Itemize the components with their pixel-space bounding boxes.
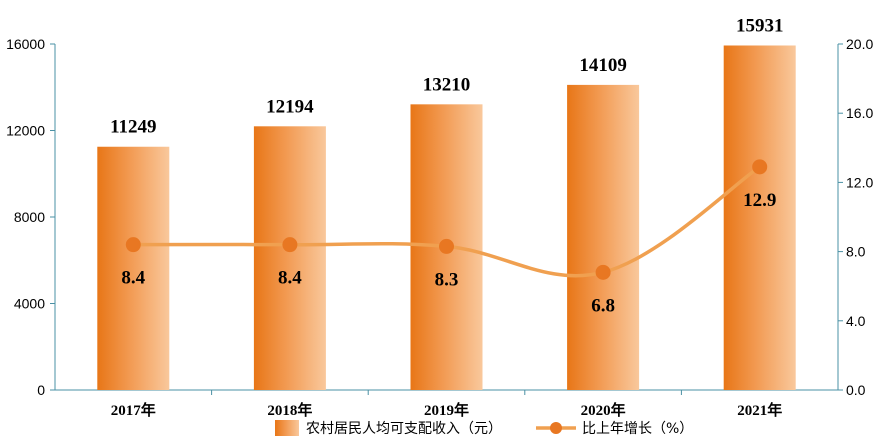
left-tick-label: 12000 [6,123,45,139]
left-tick-label: 8000 [14,209,45,225]
legend-bar-label: 农村居民人均可支配收入（元） [306,421,502,437]
growth-point [752,159,768,175]
growth-line [125,159,768,280]
right-tick-label: 16.0 [846,105,873,121]
left-tick-label: 4000 [14,296,45,312]
bar [253,126,326,390]
x-tick-label: 2018年 [267,401,312,419]
x-tick-label: 2020年 [581,401,626,419]
bar-value-label: 13210 [423,74,471,95]
legend: 农村居民人均可支配收入（元） 比上年增长（%） [275,420,693,437]
x-tick-label: 2019年 [424,401,469,419]
legend-bar-swatch [275,420,299,436]
left-tick-label: 16000 [6,36,45,52]
bar [567,84,640,390]
legend-line-marker [550,422,562,434]
bar-value-label: 12194 [266,96,314,117]
growth-point [125,237,141,253]
right-tick-label: 12.0 [846,174,873,190]
axes: 0 4000 8000 12000 16000 0.0 4.0 8.0 12.0 16.0 20.0… [6,36,873,419]
growth-point [282,237,298,253]
growth-point [595,264,611,280]
bar-value-label: 14109 [579,55,627,76]
bar [723,45,796,390]
x-tick-label: 2017年 [111,401,156,419]
growth-value-label: 8.4 [278,268,302,289]
legend-line-label: 比上年增长（%） [582,421,693,437]
right-tick-label: 20.0 [846,36,873,52]
growth-value-label: 12.9 [743,190,776,211]
left-tick-label: 0 [37,382,45,398]
growth-value-label: 8.4 [121,268,145,289]
right-tick-label: 0.0 [846,382,866,398]
bar-value-label: 15931 [736,15,784,36]
growth-value-label: 6.8 [591,295,615,316]
data-labels: 11249 12194 13210 14109 15931 8.4 8.4 8.3 6.8 12.… [110,15,783,316]
right-tick-label: 8.0 [846,244,866,260]
right-tick-label: 4.0 [846,313,866,329]
x-tick-label: 2021年 [737,401,782,419]
bar [97,146,170,390]
bar-value-label: 11249 [110,117,156,138]
growth-point [439,238,454,254]
bars [97,45,796,391]
growth-value-label: 8.3 [435,269,459,290]
